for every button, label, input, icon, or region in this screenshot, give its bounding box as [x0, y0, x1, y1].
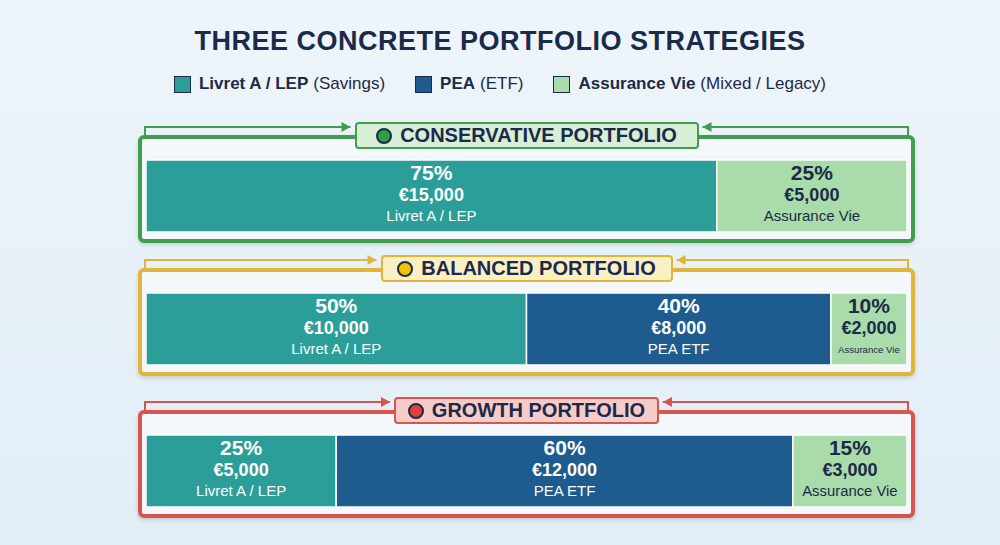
svg-text:PEA ETF: PEA ETF [648, 340, 710, 357]
svg-text:PEA ETF: PEA ETF [534, 482, 596, 499]
svg-text:40%: 40% [658, 294, 700, 317]
svg-text:Livret A / LEP: Livret A / LEP [291, 340, 381, 357]
svg-text:Livret A / LEP: Livret A / LEP [196, 482, 286, 499]
svg-text:Assurance Vie: Assurance Vie [802, 483, 897, 499]
html-text:THREE CONCRETE PORTFOLIO STRAT: THREE CONCRETE PORTFOLIO STRATEGIES [194, 26, 806, 56]
svg-text:25%: 25% [791, 161, 833, 184]
svg-text:50%: 50% [315, 294, 357, 317]
svg-text:10%: 10% [848, 294, 890, 317]
html-text:PEA (ETF): PEA (ETF) [440, 74, 524, 93]
html-text:CONSERVATIVE PORTFOLIO: CONSERVATIVE PORTFOLIO [400, 124, 677, 146]
html-text:BALANCED PORTFOLIO: BALANCED PORTFOLIO [421, 257, 656, 279]
svg-text:€5,000: €5,000 [784, 185, 839, 205]
svg-text:Assurance Vie: Assurance Vie [764, 207, 860, 224]
svg-text:€12,000: €12,000 [532, 460, 597, 480]
svg-text:Livret A / LEP: Livret A / LEP [386, 207, 476, 224]
svg-text:€2,000: €2,000 [841, 318, 896, 338]
svg-text:Assurance Vie: Assurance Vie [838, 344, 900, 355]
svg-text:€10,000: €10,000 [304, 318, 369, 338]
html-text:GROWTH PORTFOLIO: GROWTH PORTFOLIO [431, 399, 646, 421]
svg-text:25%: 25% [220, 436, 262, 459]
svg-text:€8,000: €8,000 [651, 318, 706, 338]
svg-text:€3,000: €3,000 [822, 460, 877, 480]
svg-text:€5,000: €5,000 [214, 460, 269, 480]
svg-text:75%: 75% [410, 161, 452, 184]
svg-text:15%: 15% [829, 436, 871, 459]
html-text:Livret A / LEP (Savings): Livret A / LEP (Savings) [199, 74, 386, 93]
html-text:Assurance Vie (Mixed / Legacy): Assurance Vie (Mixed / Legacy) [578, 74, 826, 93]
svg-text:€15,000: €15,000 [399, 185, 464, 205]
svg-text:60%: 60% [544, 436, 586, 459]
